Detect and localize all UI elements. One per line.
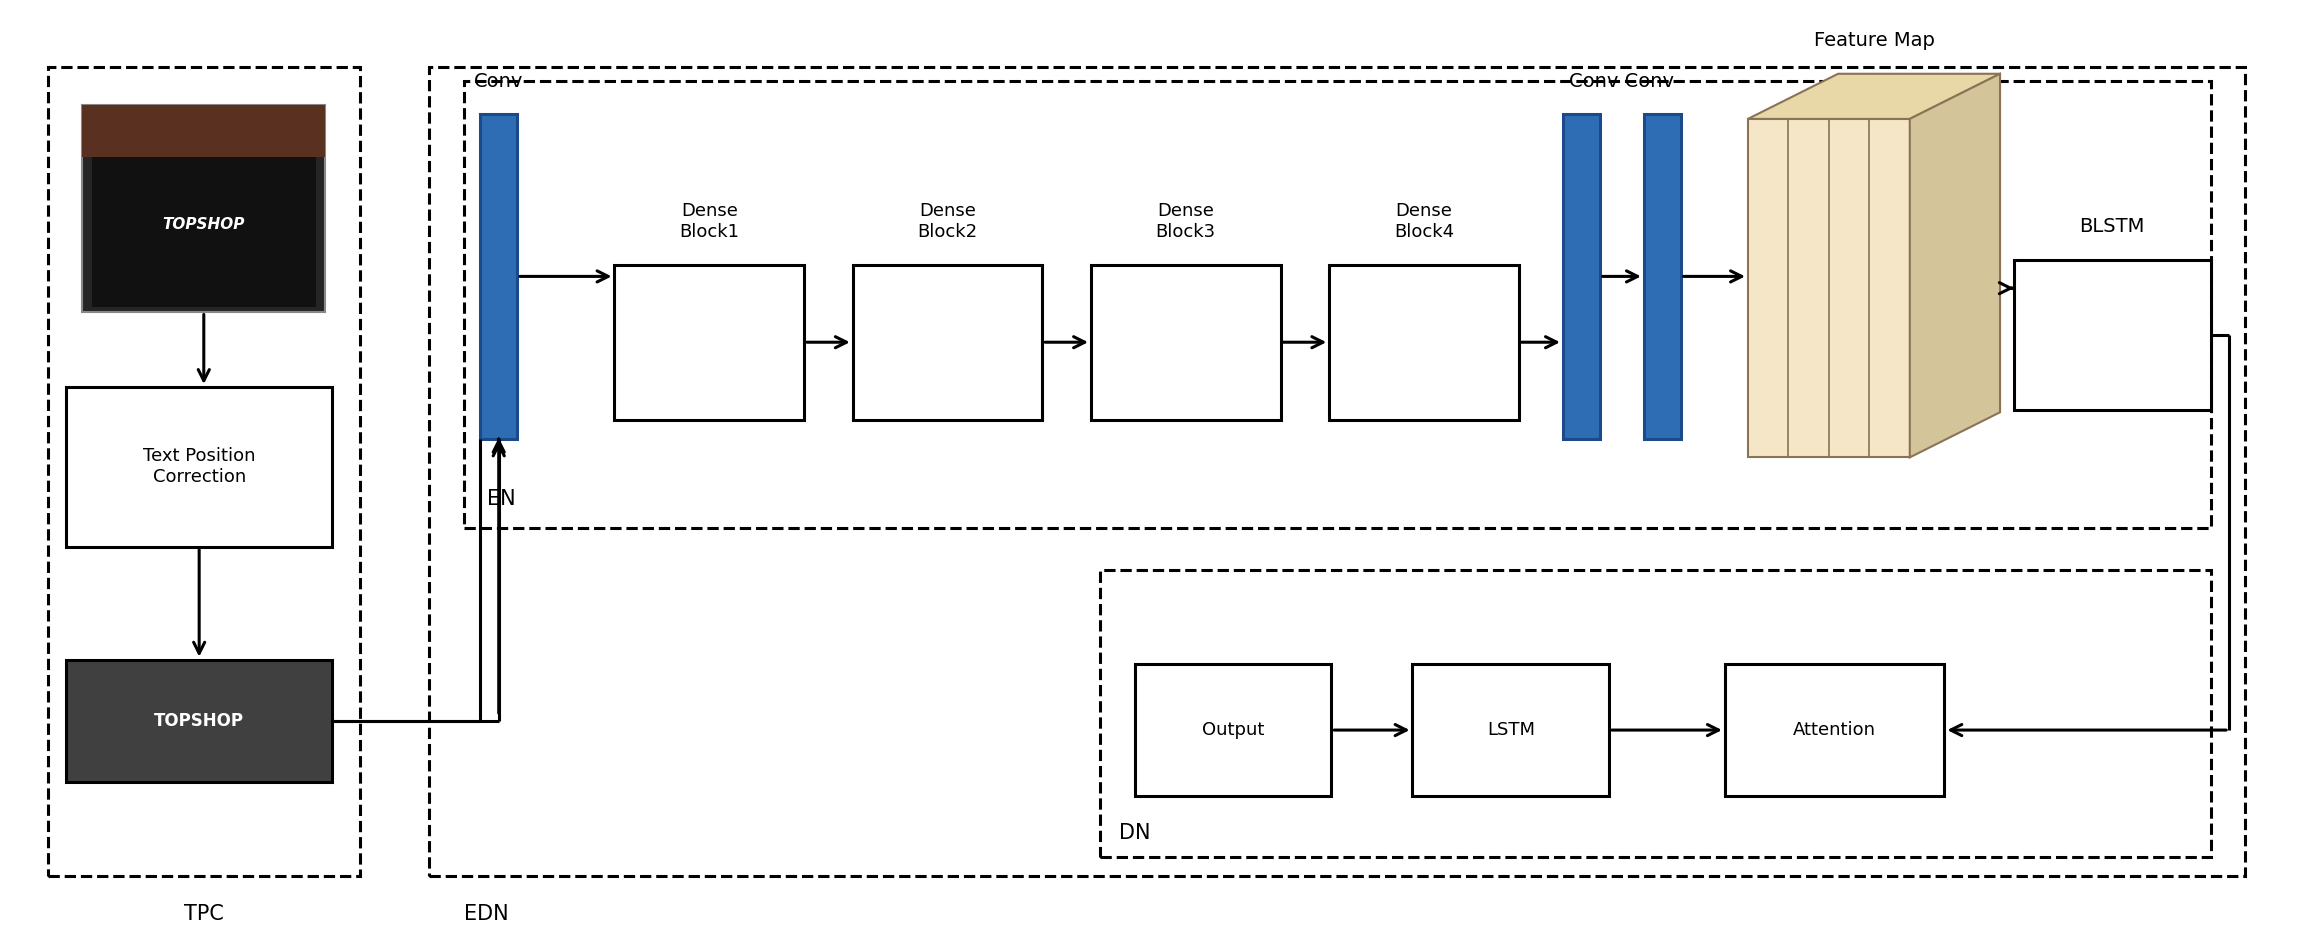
Polygon shape xyxy=(1911,74,2001,457)
Text: Attention: Attention xyxy=(1793,721,1876,739)
Text: Conv: Conv xyxy=(475,72,523,91)
Bar xyxy=(1563,114,1600,438)
Bar xyxy=(614,265,804,420)
Bar xyxy=(463,81,2209,528)
Text: EDN: EDN xyxy=(463,904,510,924)
Text: Text Position
Correction: Text Position Correction xyxy=(144,447,255,487)
Text: TPC: TPC xyxy=(183,904,225,924)
Bar xyxy=(1413,664,1610,796)
Bar xyxy=(1809,89,1971,427)
Text: TOPSHOP: TOPSHOP xyxy=(155,712,243,730)
Text: BLSTM: BLSTM xyxy=(2080,218,2145,237)
Text: EN: EN xyxy=(486,489,516,509)
Text: TOPSHOP: TOPSHOP xyxy=(162,217,245,232)
Text: Output: Output xyxy=(1202,721,1265,739)
Bar xyxy=(67,659,331,782)
Bar xyxy=(83,105,324,157)
Text: Conv Conv: Conv Conv xyxy=(1570,72,1674,91)
Bar xyxy=(1135,664,1332,796)
Bar xyxy=(428,67,2244,876)
Bar xyxy=(1749,119,1911,457)
Text: Dense
Block3: Dense Block3 xyxy=(1156,203,1216,241)
Bar xyxy=(2015,260,2209,410)
Text: DN: DN xyxy=(1119,823,1151,843)
Bar xyxy=(479,114,516,438)
Bar xyxy=(1329,265,1519,420)
Bar xyxy=(1644,114,1681,438)
Bar xyxy=(1725,664,1945,796)
Bar xyxy=(83,105,324,312)
Bar xyxy=(93,157,315,307)
Text: LSTM: LSTM xyxy=(1487,721,1536,739)
Bar xyxy=(1091,265,1281,420)
Text: Feature Map: Feature Map xyxy=(1813,31,1934,50)
Bar xyxy=(1839,74,2001,412)
Bar xyxy=(49,67,359,876)
Bar xyxy=(67,387,331,547)
Text: Dense
Block2: Dense Block2 xyxy=(917,203,977,241)
Text: Dense
Block4: Dense Block4 xyxy=(1394,203,1454,241)
Bar xyxy=(1100,571,2209,857)
Polygon shape xyxy=(1749,74,2001,119)
Text: Dense
Block1: Dense Block1 xyxy=(679,203,739,241)
Bar xyxy=(1779,104,1941,442)
Bar xyxy=(852,265,1042,420)
